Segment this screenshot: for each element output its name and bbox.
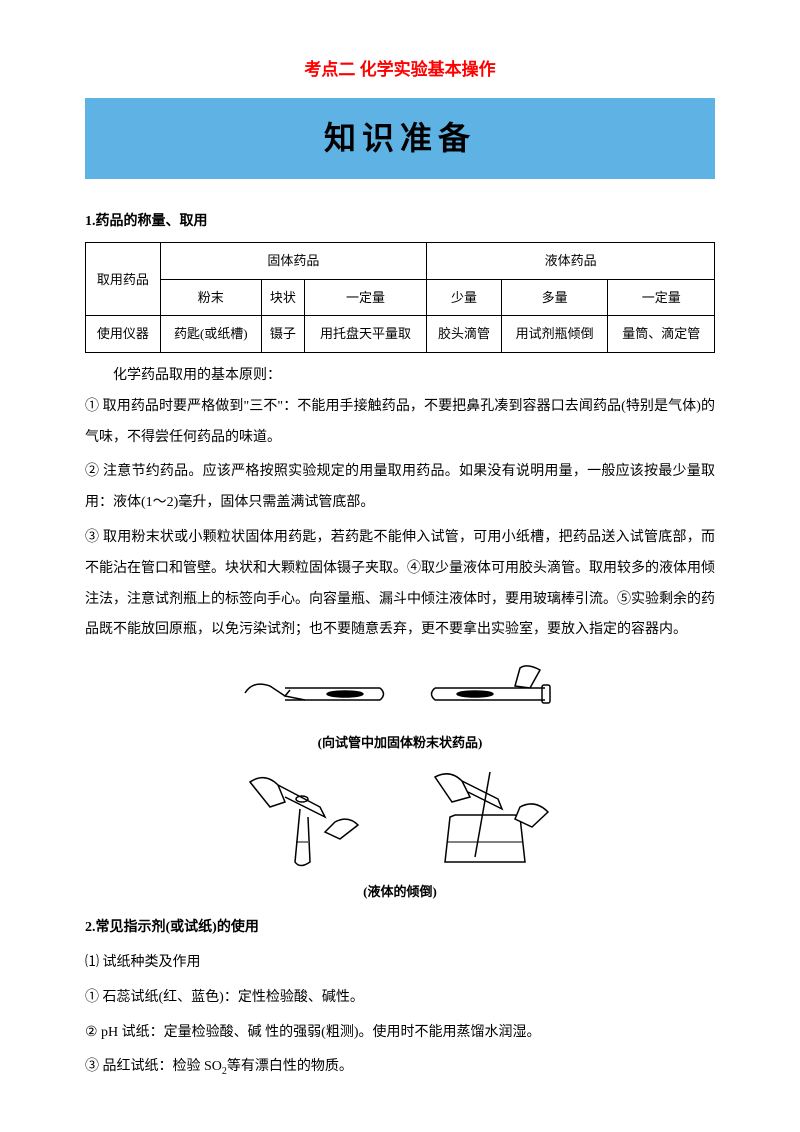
figure-caption: (液体的倾倒)	[85, 880, 715, 903]
list-item: ① 石蕊试纸(红、蓝色)：定性检验酸、碱性。	[85, 983, 715, 1014]
list-item: ③ 品红试纸：检验 SO2等有漂白性的物质。	[85, 1052, 715, 1083]
table-cell: 少量	[427, 279, 502, 315]
section1-heading: 1.药品的称量、取用	[85, 209, 715, 234]
table-cell: 一定量	[608, 279, 715, 315]
section2-heading: 2.常见指示剂(或试纸)的使用	[85, 915, 715, 940]
page-title: 考点二 化学实验基本操作	[85, 55, 715, 86]
banner-text: 知识准备	[85, 110, 715, 168]
table-cell: 块状	[261, 279, 304, 315]
intro-text: 化学药品取用的基本原则：	[85, 363, 715, 388]
reagent-table: 取用药品 固体药品 液体药品 粉末 块状 一定量 少量 多量 一定量 使用仪器 …	[85, 242, 715, 352]
figure-1: (向试管中加固体粉末状药品)	[85, 658, 715, 754]
table-row: 取用药品 固体药品 液体药品	[86, 243, 715, 279]
section-banner: 知识准备	[85, 98, 715, 180]
table-cell: 胶头滴管	[427, 316, 502, 352]
paragraph: ② 注意节约药品。应该严格按照实验规定的用量取用药品。如果没有说明用量，一般应该…	[85, 457, 715, 519]
table-cell: 量筒、滴定管	[608, 316, 715, 352]
table-row: 粉末 块状 一定量 少量 多量 一定量	[86, 279, 715, 315]
table-cell: 一定量	[304, 279, 426, 315]
table-cell: 药匙(或纸槽)	[160, 316, 261, 352]
paragraph: ③ 取用粉末状或小颗粒状固体用药匙，若药匙不能伸入试管，可用小纸槽，把药品送入试…	[85, 523, 715, 646]
powder-tube-icon	[235, 658, 565, 728]
sub-heading: ⑴ 试纸种类及作用	[85, 948, 715, 979]
table-cell: 用托盘天平量取	[304, 316, 426, 352]
table-cell: 固体药品	[160, 243, 427, 279]
table-row: 使用仪器 药匙(或纸槽) 镊子 用托盘天平量取 胶头滴管 用试剂瓶倾倒 量筒、滴…	[86, 316, 715, 352]
table-cell: 用试剂瓶倾倒	[501, 316, 608, 352]
table-cell: 液体药品	[427, 243, 715, 279]
text-part: ③ 品红试纸：检验 SO	[85, 1059, 222, 1074]
paragraph: ① 取用药品时要严格做到"三不"：不能用手接触药品，不要把鼻孔凑到容器口去闻药品…	[85, 392, 715, 454]
liquid-pour-icon	[230, 767, 570, 877]
table-cell: 粉末	[160, 279, 261, 315]
figure-2: (液体的倾倒)	[85, 767, 715, 903]
table-cell: 多量	[501, 279, 608, 315]
figure-caption: (向试管中加固体粉末状药品)	[85, 731, 715, 754]
list-item: ② pH 试纸：定量检验酸、碱 性的强弱(粗测)。使用时不能用蒸馏水润湿。	[85, 1018, 715, 1049]
table-cell: 镊子	[261, 316, 304, 352]
table-cell: 使用仪器	[86, 316, 161, 352]
table-cell: 取用药品	[86, 243, 161, 316]
text-part: 等有漂白性的物质。	[227, 1059, 353, 1074]
